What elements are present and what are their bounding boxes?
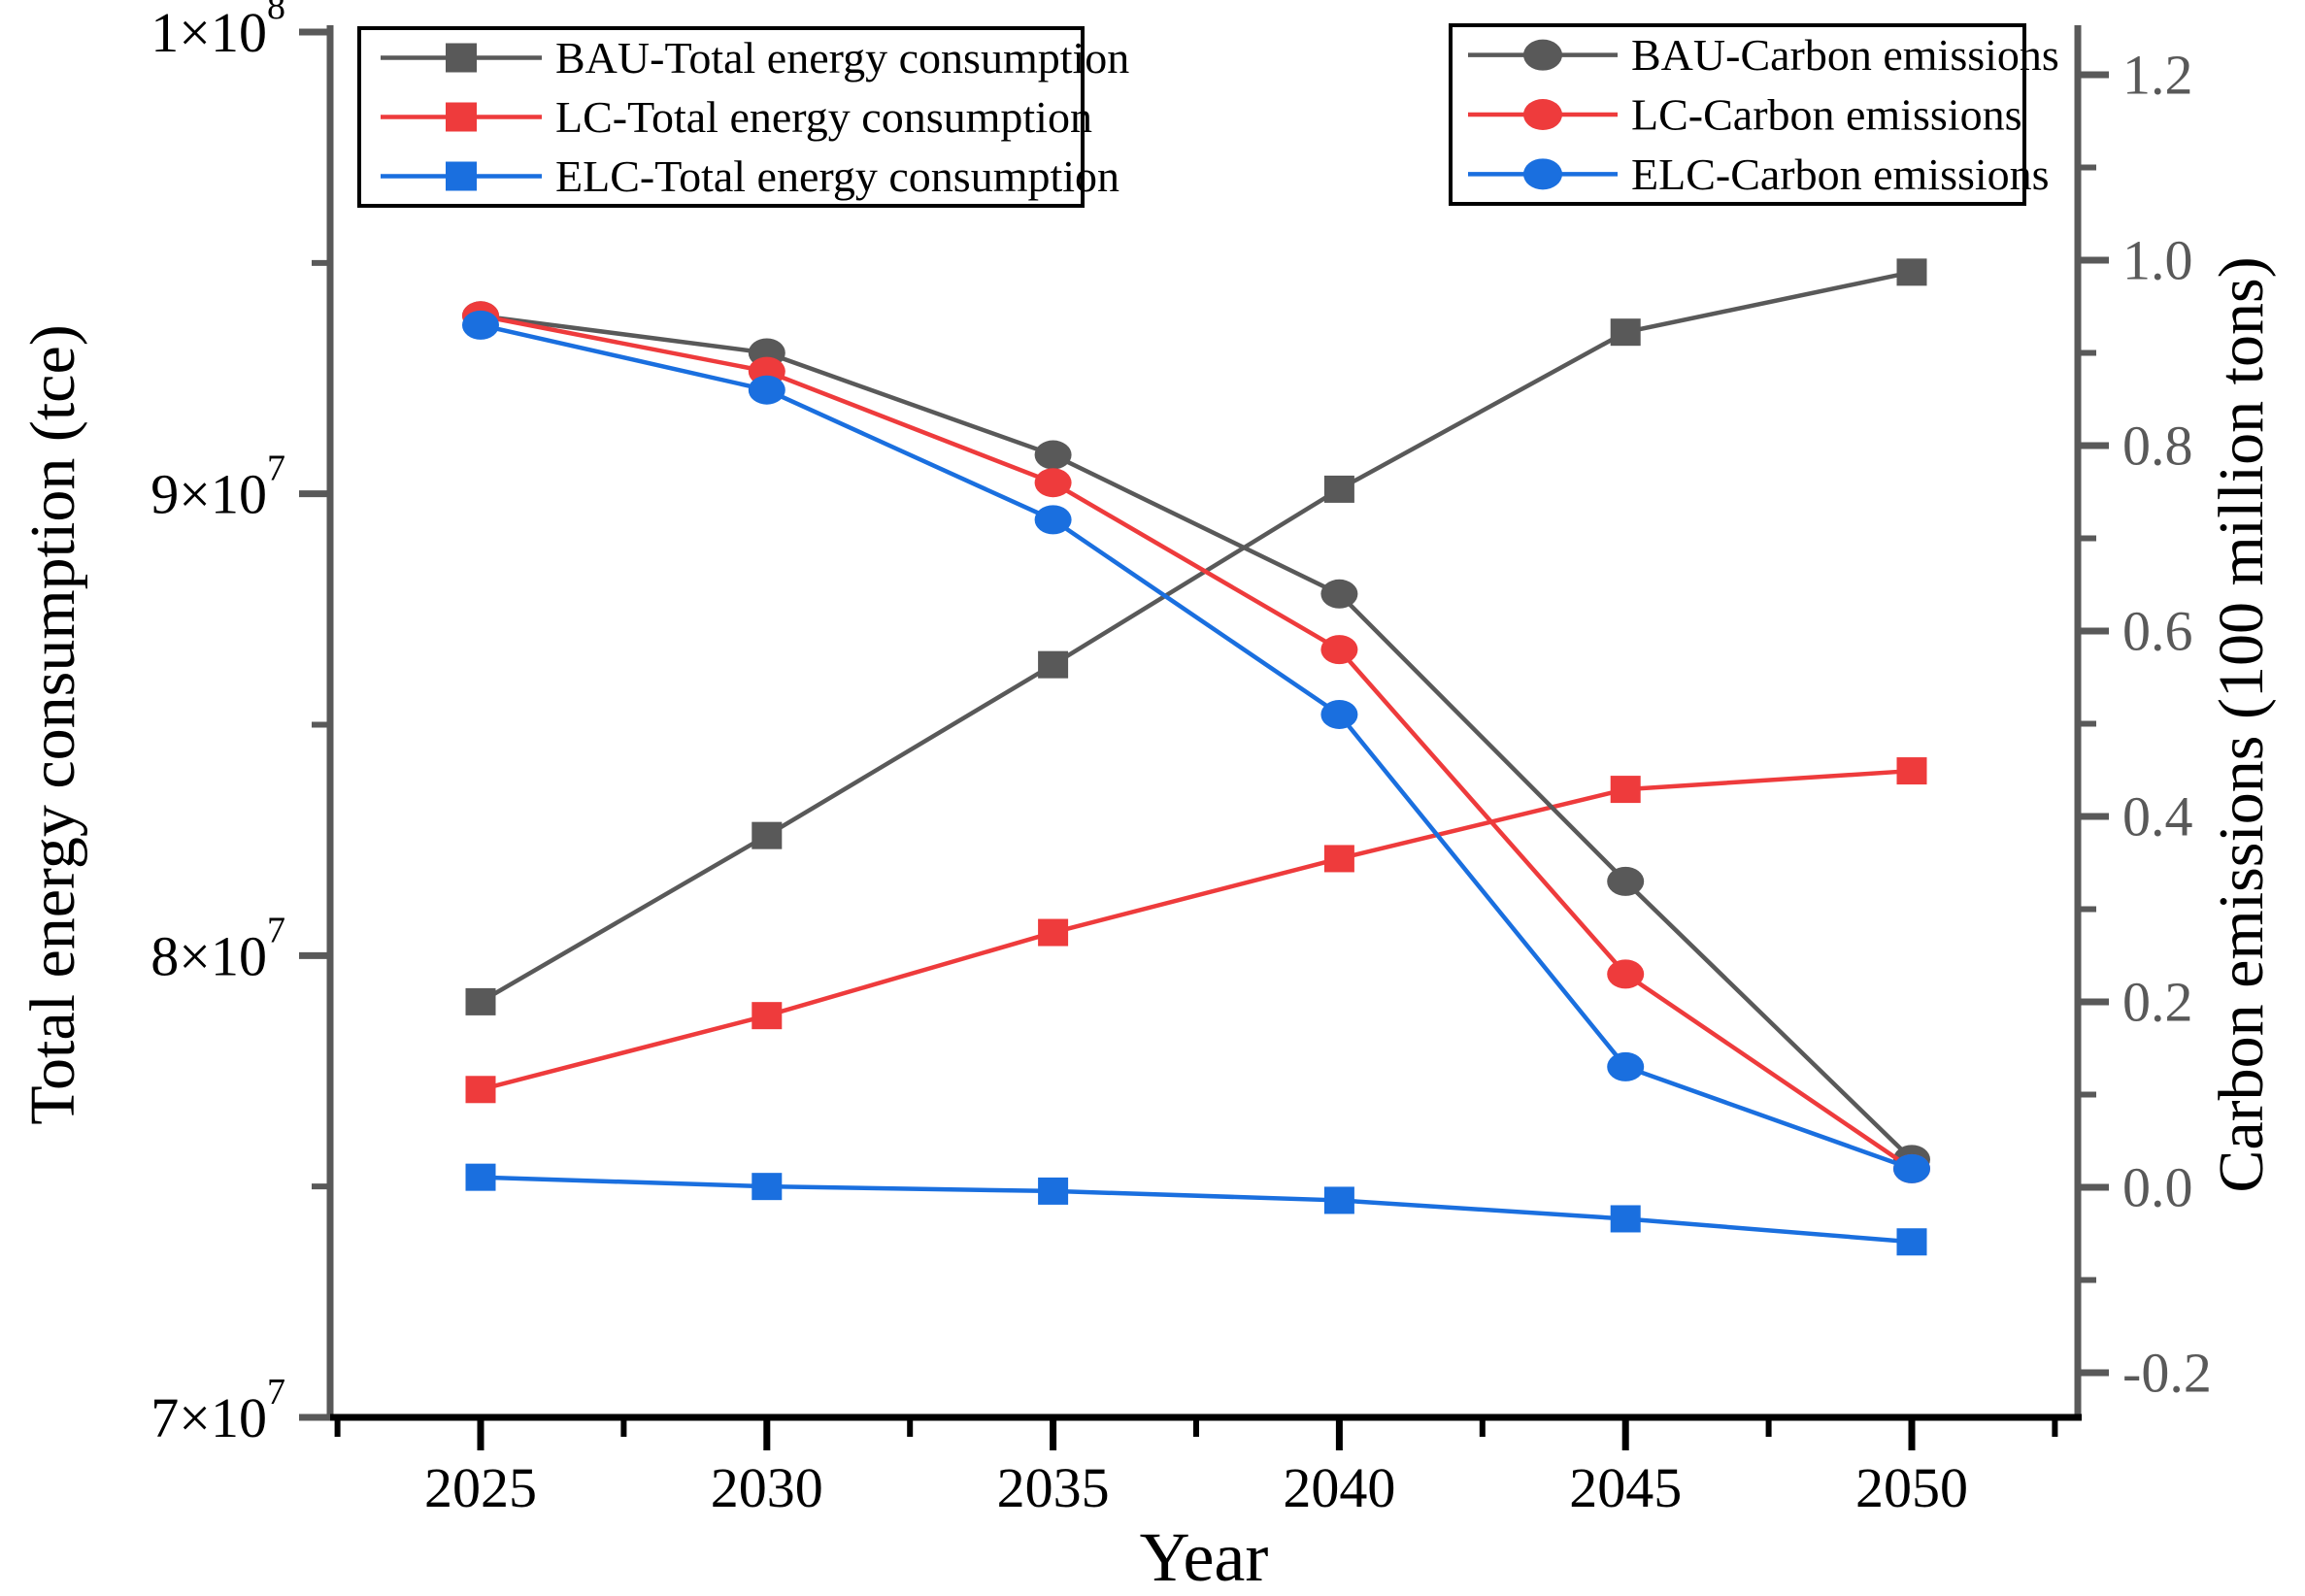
series-lc-carbon-emissions — [462, 301, 1930, 1183]
data-point-marker — [1893, 1153, 1930, 1183]
data-point-marker — [462, 310, 499, 340]
series-line — [480, 322, 1913, 1172]
data-point-marker — [752, 1173, 783, 1201]
data-point-marker — [1610, 318, 1641, 347]
data-point-marker — [1034, 468, 1072, 498]
series-bau-carbon-emissions — [462, 301, 1930, 1175]
x-axis-tick-label: 2035 — [997, 1456, 1110, 1519]
data-point-marker — [1038, 918, 1069, 947]
data-point-marker — [465, 1076, 496, 1104]
left-axis-tick-label: 7×107 — [150, 1372, 285, 1449]
x-axis-tick-label: 2045 — [1569, 1456, 1682, 1519]
data-point-marker — [1610, 1205, 1641, 1233]
right-axis-tick-label: 0.0 — [2122, 1156, 2193, 1219]
data-point-marker — [1896, 258, 1927, 286]
data-point-marker — [1607, 1051, 1645, 1081]
data-point-marker — [752, 1002, 783, 1030]
legend-circle-marker-icon — [1523, 99, 1562, 130]
data-point-marker — [1323, 475, 1354, 503]
legend-square-marker-icon — [446, 43, 477, 73]
right-axis-tick-label: 0.6 — [2122, 600, 2193, 663]
right-axis-tick-label: 0.4 — [2122, 785, 2193, 848]
data-point-marker — [1610, 776, 1641, 804]
series-line — [480, 314, 1914, 1171]
legend-item-label: LC-Carbon emissions — [1631, 90, 2021, 140]
legend-item-lc-total-energy-consumption: LC-Total energy consumption — [381, 92, 1092, 142]
legend-energy: BAU-Total energy consumption LC-Total ene… — [357, 26, 1129, 208]
left-axis-tick-label: 8×107 — [150, 910, 285, 987]
data-point-marker — [1320, 579, 1358, 609]
right-axis-tick-label: 0.8 — [2122, 415, 2193, 478]
right-axis-ticks: 1.2 1.0 0.8 0.6 0.4 0.2 0.0 -0.2 — [2078, 44, 2212, 1405]
legend-circle-marker-icon — [1523, 39, 1562, 71]
x-axis-title: Year — [1140, 1518, 1269, 1596]
legend-item-label: ELC-Carbon emissions — [1631, 150, 2050, 199]
data-point-marker — [1034, 505, 1072, 535]
legend-item-label: ELC-Total energy consumption — [555, 151, 1119, 201]
data-point-marker — [1323, 845, 1354, 873]
data-point-marker — [748, 375, 785, 405]
left-axis-ticks: 1×108 9×107 8×107 7×107 — [150, 0, 330, 1449]
right-axis-title: Carbon emissions (100 million tons) — [2206, 256, 2277, 1192]
x-axis-ticks: 2025 2030 2035 2040 2045 2050 — [334, 1417, 2058, 1519]
data-point-marker — [1607, 866, 1645, 896]
series-bau-total-energy-consumption — [465, 258, 1927, 1015]
right-axis-tick-label: 0.2 — [2122, 971, 2193, 1034]
left-axis-tick-label: 9×107 — [150, 449, 285, 525]
x-axis-tick-label: 2030 — [711, 1456, 823, 1519]
data-point-marker — [1896, 757, 1927, 785]
legend-item-bau-carbon-emissions: BAU-Carbon emissions — [1468, 30, 2059, 80]
x-axis-tick-label: 2050 — [1855, 1456, 1968, 1519]
data-point-marker — [1034, 440, 1072, 470]
data-point-marker — [1038, 650, 1069, 679]
series-line — [480, 768, 1913, 1092]
x-axis-tick-label: 2040 — [1283, 1456, 1395, 1519]
data-point-marker — [1323, 1186, 1354, 1214]
legend-item-label: BAU-Total energy consumption — [555, 33, 1129, 83]
legend-circle-marker-icon — [1523, 158, 1562, 190]
legend-item-bau-total-energy-consumption: BAU-Total energy consumption — [381, 33, 1129, 83]
left-axis-tick-label: 1×108 — [150, 0, 285, 64]
right-axis-tick-label: 1.0 — [2122, 229, 2193, 292]
legend-item-lc-carbon-emissions: LC-Carbon emissions — [1468, 90, 2021, 140]
data-point-marker — [1896, 1228, 1927, 1256]
data-point-marker — [1320, 699, 1358, 729]
right-axis-tick-label: 1.2 — [2122, 44, 2193, 107]
data-point-marker — [465, 987, 496, 1015]
series-line — [480, 314, 1914, 1161]
data-point-marker — [1607, 959, 1645, 989]
series-elc-carbon-emissions — [462, 310, 1930, 1183]
data-point-marker — [1038, 1177, 1069, 1205]
data-point-marker — [465, 1163, 496, 1191]
series-lc-total-energy-consumption — [465, 757, 1927, 1104]
legend-item-elc-total-energy-consumption: ELC-Total energy consumption — [381, 151, 1119, 201]
legend-emissions: BAU-Carbon emissions LC-Carbon emissions E… — [1449, 23, 2059, 206]
series-line — [480, 1175, 1913, 1245]
series-elc-total-energy-consumption — [465, 1163, 1927, 1256]
legend-item-label: LC-Total energy consumption — [555, 92, 1092, 142]
legend-item-elc-carbon-emissions: ELC-Carbon emissions — [1468, 150, 2050, 199]
data-point-marker — [1320, 635, 1358, 665]
legend-item-label: BAU-Carbon emissions — [1631, 30, 2059, 80]
left-axis-title: Total energy consumption (tce) — [17, 324, 88, 1124]
data-point-marker — [752, 821, 783, 849]
legend-square-marker-icon — [446, 161, 477, 191]
series-line — [479, 270, 1913, 1004]
right-axis-tick-label: -0.2 — [2122, 1342, 2212, 1405]
legend-square-marker-icon — [446, 102, 477, 132]
x-axis-tick-label: 2025 — [424, 1456, 537, 1519]
axes — [326, 25, 2082, 1421]
